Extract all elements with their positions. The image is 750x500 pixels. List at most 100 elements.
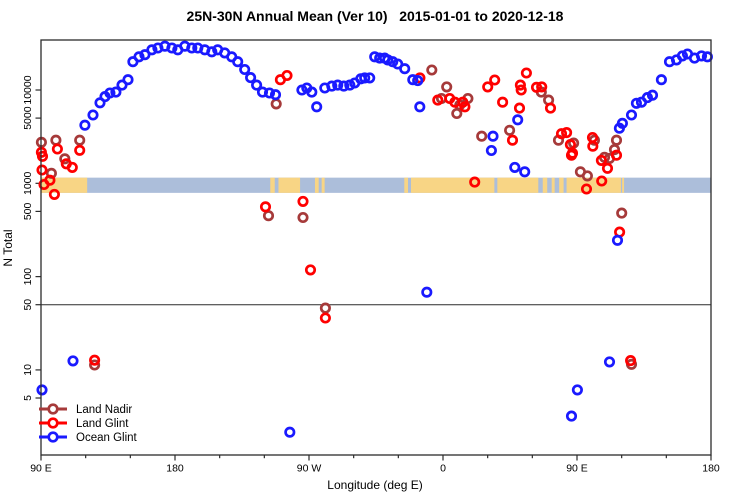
y-tick-label: 100 <box>22 268 34 286</box>
data-point-ocean-glint <box>487 130 499 142</box>
data-point-land-glint <box>595 154 607 166</box>
data-point-land-glint <box>297 195 309 207</box>
data-point-land-glint <box>74 144 86 156</box>
data-point-land-glint <box>536 81 548 93</box>
x-tick-label: 180 <box>702 463 720 475</box>
data-point-land-glint <box>489 74 501 86</box>
map-band-land-segment <box>559 177 564 193</box>
y-tick-label: 1000 <box>22 171 34 195</box>
data-point-land-glint <box>566 147 579 159</box>
map-band-land-segment <box>321 177 325 193</box>
map-band-land-segment <box>410 177 495 193</box>
data-point-land-glint <box>520 67 532 79</box>
data-point-ocean-glint <box>571 384 583 396</box>
data-point-ocean-glint <box>630 97 642 109</box>
data-point-ocean-glint <box>36 384 48 396</box>
data-point-ocean-glint <box>676 50 688 62</box>
y-tick-label: 10 <box>22 364 34 376</box>
map-band-land-segment <box>551 177 555 193</box>
data-point-ocean-glint <box>87 109 99 121</box>
data-point-land-glint <box>601 162 614 174</box>
data-point-ocean-glint <box>519 166 531 178</box>
data-point-land-glint <box>530 81 543 93</box>
x-tick-label: 90 E <box>30 463 52 475</box>
data-point-land-nadir <box>262 210 275 222</box>
data-point-ocean-glint <box>364 72 376 84</box>
data-point-land-glint <box>44 174 56 186</box>
data-point-land-glint <box>513 102 526 114</box>
data-point-ocean-glint <box>646 89 659 101</box>
axes: 90 E 180 90 W 0 90 E 180 5 10 50 100 500 1000 5000 10… <box>22 75 720 474</box>
data-point-ocean-glint <box>206 46 218 58</box>
data-point-ocean-glint <box>306 86 318 98</box>
data-point-land-nadir <box>504 124 516 136</box>
data-point-land-glint <box>48 188 60 200</box>
y-tick-label: 5000 <box>22 106 34 130</box>
map-band-land-segment <box>566 177 621 193</box>
data-point-ocean-glint <box>509 161 521 173</box>
series-ocean-glint <box>36 40 713 438</box>
data-point-land-glint <box>319 312 331 324</box>
data-point-ocean-glint <box>186 42 198 54</box>
data-point-ocean-glint <box>146 44 158 56</box>
legend-marker-land-glint <box>47 417 59 429</box>
data-point-ocean-glint <box>655 74 667 86</box>
data-point-land-nadir <box>608 144 621 156</box>
data-point-land-nadir <box>270 98 282 110</box>
chart-title: 25N-30N Annual Mean (Ver 10) 2015-01-01 … <box>187 8 564 24</box>
legend-entry-land-nadir: Land Nadir <box>39 403 132 416</box>
legend-label-land-nadir: Land Nadir <box>76 404 132 416</box>
data-point-ocean-glint <box>616 117 628 129</box>
data-point-land-glint <box>36 150 49 162</box>
data-point-ocean-glint <box>701 51 713 63</box>
data-point-land-nadir <box>50 134 62 146</box>
map-band-land-segment <box>497 177 539 193</box>
data-point-ocean-glint <box>133 51 145 63</box>
data-point-land-glint <box>587 140 599 152</box>
data-point-land-glint <box>66 161 78 173</box>
data-point-ocean-glint <box>611 234 624 246</box>
data-point-land-glint <box>555 128 568 140</box>
data-point-land-nadir <box>59 153 71 165</box>
data-point-land-glint <box>51 143 63 155</box>
map-band-land-segment <box>542 177 548 193</box>
data-point-ocean-glint <box>104 87 116 99</box>
data-point-ocean-glint <box>332 79 344 91</box>
map-band-land-segment <box>622 177 625 193</box>
data-point-land-nadir <box>426 64 438 76</box>
data-point-land-glint <box>482 81 494 93</box>
data-point-ocean-glint <box>603 356 616 368</box>
data-point-ocean-glint <box>695 50 708 62</box>
data-point-land-nadir <box>616 207 628 219</box>
legend-label-ocean-glint: Ocean Glint <box>76 432 138 444</box>
data-point-land-glint <box>561 127 573 139</box>
data-point-ocean-glint <box>485 144 497 157</box>
data-point-ocean-glint <box>251 79 263 91</box>
data-point-ocean-glint <box>110 86 122 98</box>
data-point-land-nadir <box>441 81 453 93</box>
data-point-land-glint <box>580 183 593 195</box>
y-tick-label: 10000 <box>22 75 34 104</box>
data-point-land-glint <box>281 69 293 82</box>
data-point-land-nadir <box>476 130 488 142</box>
x-tick-label: 180 <box>166 463 184 475</box>
data-point-ocean-glint <box>79 119 91 131</box>
data-point-land-glint <box>89 354 101 366</box>
data-point-ocean-glint <box>67 355 79 367</box>
data-point-ocean-glint <box>122 74 134 86</box>
data-point-land-nadir <box>581 170 593 182</box>
map-band <box>41 177 711 193</box>
data-point-land-glint <box>469 176 481 188</box>
data-point-ocean-glint <box>412 75 424 87</box>
y-tick-label: 50 <box>22 299 34 311</box>
data-point-land-glint <box>432 94 444 106</box>
y-axis-title: N Total <box>1 229 15 266</box>
data-point-land-nadir <box>319 302 331 314</box>
map-band-land-segment <box>278 177 301 193</box>
x-axis-title: Longitude (deg E) <box>327 478 422 492</box>
data-point-ocean-glint <box>338 80 350 92</box>
data-point-land-glint <box>304 264 317 276</box>
data-point-ocean-glint <box>565 410 578 422</box>
